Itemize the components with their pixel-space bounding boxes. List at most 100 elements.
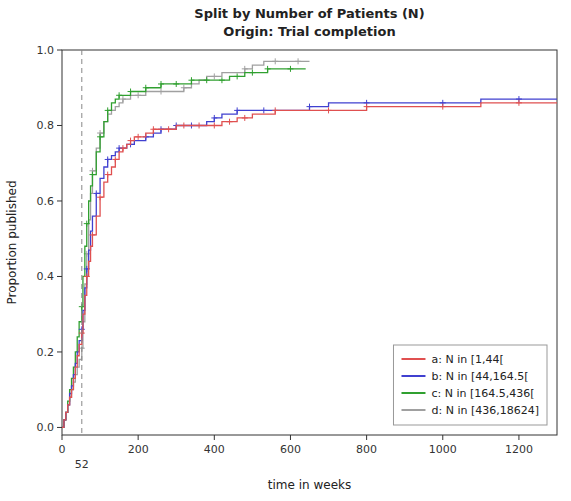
curve bbox=[62, 99, 557, 427]
censor-mark bbox=[93, 190, 99, 196]
legend-label: d: N in [436,18624] bbox=[431, 404, 539, 417]
censor-mark bbox=[89, 172, 95, 178]
censor-mark bbox=[128, 89, 134, 95]
legend-swatch bbox=[401, 358, 425, 360]
censor-mark bbox=[84, 221, 90, 227]
reference-line bbox=[81, 50, 82, 435]
chart: Split by Number of Patients (N) Origin: T… bbox=[0, 0, 571, 501]
series bbox=[62, 66, 306, 428]
x-tick bbox=[442, 435, 443, 440]
y-tick-label: 1.0 bbox=[37, 44, 55, 57]
curve bbox=[62, 69, 306, 428]
censor-mark bbox=[295, 58, 301, 64]
x-tick-label: 1200 bbox=[505, 443, 533, 456]
censor-mark bbox=[181, 85, 187, 91]
y-tick bbox=[57, 125, 62, 126]
legend-label: b: N in [44,164.5[ bbox=[431, 370, 528, 383]
legend-swatch bbox=[401, 409, 425, 411]
censor-mark bbox=[173, 81, 179, 87]
title: Split by Number of Patients (N) bbox=[194, 6, 424, 21]
y-tick bbox=[57, 351, 62, 352]
censor-mark bbox=[211, 122, 217, 128]
y-tick-label: 0.4 bbox=[37, 270, 55, 283]
censor-mark bbox=[105, 107, 111, 113]
curve bbox=[62, 61, 310, 427]
legend-box bbox=[393, 345, 547, 425]
x-tick-label: 1000 bbox=[429, 443, 457, 456]
curve bbox=[62, 103, 557, 428]
annotation-label: 52 bbox=[75, 458, 89, 471]
censor-mark bbox=[112, 156, 118, 162]
censor-mark bbox=[272, 58, 278, 64]
series bbox=[62, 96, 557, 427]
x-tick bbox=[62, 435, 63, 440]
censor-mark bbox=[234, 107, 240, 113]
censor-mark bbox=[116, 92, 122, 98]
censor-mark bbox=[158, 89, 164, 95]
censor-mark bbox=[234, 73, 240, 79]
censor-mark bbox=[211, 115, 217, 121]
plot-area bbox=[62, 50, 557, 435]
censor-mark bbox=[188, 77, 194, 83]
censor-mark bbox=[211, 73, 217, 79]
x-tick bbox=[214, 435, 215, 440]
y-tick bbox=[57, 200, 62, 201]
censor-mark bbox=[97, 134, 103, 140]
legend-label: c: N in [164.5,436[ bbox=[431, 387, 534, 400]
x-tick bbox=[518, 435, 519, 440]
x-tick bbox=[366, 435, 367, 440]
legend-label: a: N in [1,44[ bbox=[431, 353, 503, 366]
y-tick bbox=[57, 427, 62, 428]
plot-frame bbox=[62, 50, 557, 435]
x-tick-label: 400 bbox=[204, 443, 225, 456]
censor-mark bbox=[89, 232, 95, 238]
censor-mark bbox=[326, 107, 332, 113]
y-tick bbox=[57, 50, 62, 51]
background bbox=[0, 0, 571, 501]
censor-mark bbox=[242, 115, 248, 121]
censor-mark bbox=[227, 119, 233, 125]
censor-mark bbox=[128, 138, 134, 144]
censor-mark bbox=[150, 126, 156, 132]
series bbox=[62, 100, 557, 428]
censor-mark bbox=[135, 92, 141, 98]
censor-mark bbox=[204, 77, 210, 83]
y-tick-label: 0.2 bbox=[37, 346, 55, 359]
censor-mark bbox=[219, 77, 225, 83]
censor-mark bbox=[181, 122, 187, 128]
censor-mark bbox=[364, 104, 370, 110]
legend-swatch bbox=[401, 392, 425, 394]
x-tick-label: 200 bbox=[128, 443, 149, 456]
censor-mark bbox=[440, 104, 446, 110]
x-tick-label: 0 bbox=[59, 443, 66, 456]
censor-mark bbox=[249, 70, 255, 76]
y-axis-label: Proportion published bbox=[5, 180, 19, 304]
censor-mark bbox=[261, 107, 267, 113]
censor-mark bbox=[158, 81, 164, 87]
censor-mark bbox=[105, 172, 111, 178]
censor-mark bbox=[120, 145, 126, 151]
censor-mark bbox=[166, 126, 172, 132]
subtitle: Origin: Trial completion bbox=[223, 24, 395, 39]
y-tick bbox=[57, 276, 62, 277]
x-tick-label: 600 bbox=[280, 443, 301, 456]
censor-mark bbox=[196, 122, 202, 128]
censor-mark bbox=[84, 273, 90, 279]
censor-mark bbox=[287, 66, 293, 72]
censor-mark bbox=[516, 100, 522, 106]
legend-swatch bbox=[401, 375, 425, 377]
censor-mark bbox=[242, 66, 248, 72]
y-tick-label: 0.6 bbox=[37, 195, 55, 208]
censor-mark bbox=[307, 104, 313, 110]
y-tick-label: 0.0 bbox=[37, 421, 55, 434]
y-tick-label: 0.8 bbox=[37, 119, 55, 132]
legend: a: N in [1,44[ b: N in [44,164.5[ c: N in … bbox=[393, 345, 547, 425]
censor-mark bbox=[105, 156, 111, 162]
censor-mark bbox=[265, 66, 271, 72]
censor-mark bbox=[97, 194, 103, 200]
x-tick bbox=[290, 435, 291, 440]
censor-mark bbox=[135, 134, 141, 140]
x-axis-label: time in weeks bbox=[268, 478, 351, 492]
censor-mark bbox=[120, 96, 126, 102]
x-tick bbox=[138, 435, 139, 440]
